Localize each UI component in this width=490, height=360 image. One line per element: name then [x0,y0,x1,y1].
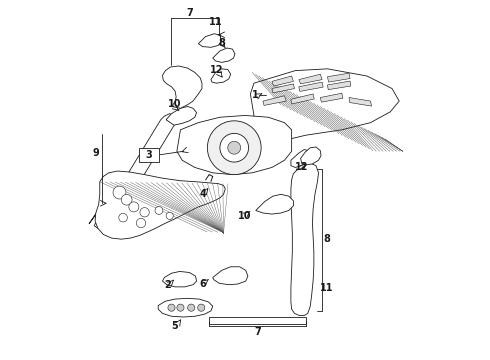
Text: 11: 11 [320,283,334,293]
Text: 3: 3 [146,150,152,160]
Circle shape [136,219,146,228]
Text: 10: 10 [238,211,252,221]
Polygon shape [327,73,350,82]
Text: 4: 4 [199,189,206,199]
Polygon shape [299,74,322,84]
Polygon shape [327,81,351,90]
Polygon shape [248,69,399,151]
Polygon shape [95,171,225,239]
Text: 12: 12 [210,64,224,75]
Polygon shape [158,298,213,317]
Circle shape [207,121,261,175]
Circle shape [113,186,126,199]
Text: 8: 8 [323,234,330,244]
Circle shape [119,213,127,222]
Polygon shape [291,149,310,167]
Polygon shape [300,147,321,165]
Circle shape [220,134,248,162]
Polygon shape [209,317,306,324]
Polygon shape [299,82,323,91]
Circle shape [188,304,195,311]
Polygon shape [211,69,231,83]
Polygon shape [177,116,292,175]
Circle shape [140,208,149,217]
Text: 1: 1 [252,90,259,100]
Polygon shape [320,93,343,102]
Text: 12: 12 [295,162,308,172]
Polygon shape [166,107,196,125]
Text: 2: 2 [165,280,172,290]
Circle shape [129,202,139,212]
Text: 11: 11 [209,17,222,27]
Polygon shape [89,114,177,224]
Text: 5: 5 [172,321,178,331]
Circle shape [122,194,132,205]
Polygon shape [256,194,294,214]
Polygon shape [213,48,235,62]
Text: 8: 8 [218,38,225,48]
Text: 9: 9 [93,148,99,158]
Text: 6: 6 [199,279,206,289]
Polygon shape [213,267,248,285]
Polygon shape [272,76,294,86]
Polygon shape [198,34,221,47]
Text: 7: 7 [186,8,193,18]
Circle shape [166,212,173,220]
Polygon shape [163,271,196,287]
Polygon shape [272,84,294,93]
Circle shape [177,304,184,311]
Text: 7: 7 [254,327,261,337]
Circle shape [168,304,175,311]
Polygon shape [163,66,202,108]
Bar [139,148,159,162]
Polygon shape [263,96,286,105]
Circle shape [228,141,241,154]
Circle shape [197,304,205,311]
Text: 10: 10 [169,99,182,109]
Circle shape [155,207,163,215]
Polygon shape [349,98,371,106]
Polygon shape [291,94,314,104]
Polygon shape [95,196,141,229]
Polygon shape [291,163,318,316]
